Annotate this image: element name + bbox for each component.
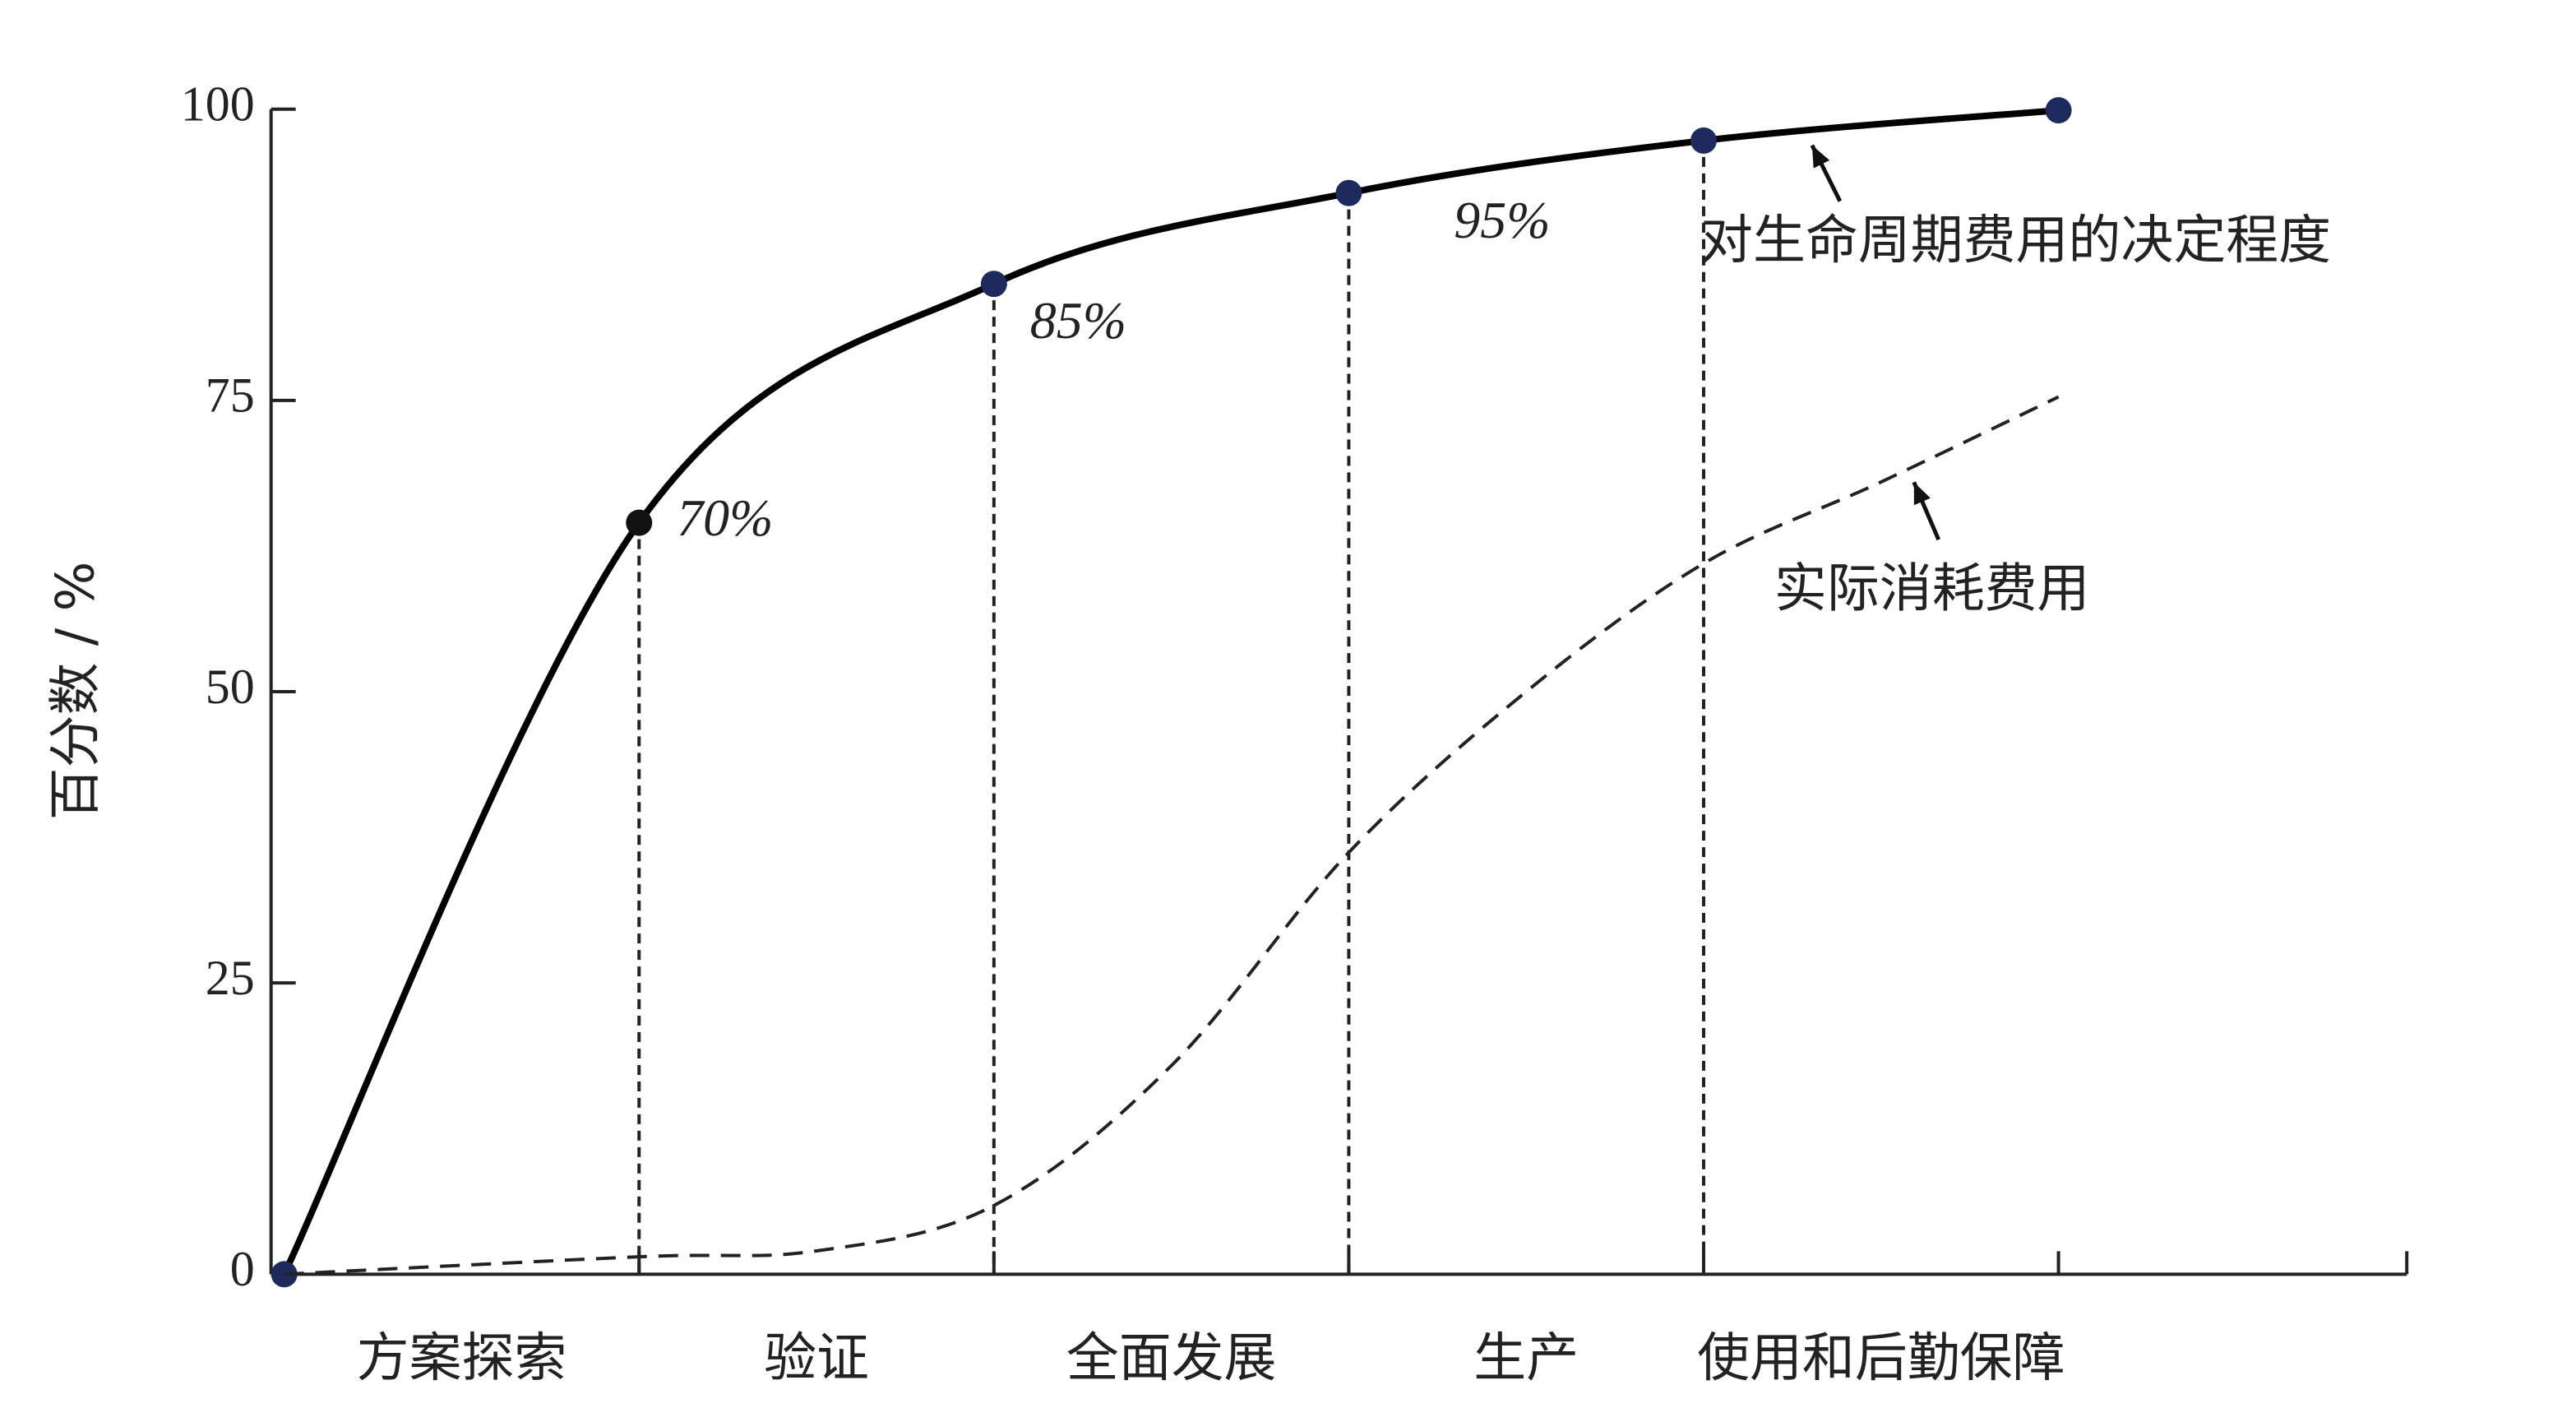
arrow-head: [1913, 482, 1931, 506]
series-label: 实际消耗费用: [1774, 559, 2090, 620]
y-tick-label: 50: [206, 660, 255, 714]
annotation: 70%: [677, 489, 773, 547]
x-category-label: 使用和后勤保障: [1697, 1328, 2065, 1389]
y-tick-label: 75: [206, 368, 255, 423]
y-axis-label: 百分数 / %: [45, 562, 106, 821]
annotation: 95%: [1454, 191, 1550, 249]
point: [1690, 127, 1718, 154]
series-line: [281, 107, 2059, 1276]
point: [1335, 179, 1362, 206]
series-line-dashed: [284, 395, 2060, 1276]
arrow-head: [1811, 145, 1830, 169]
x-category-label: 验证: [764, 1328, 869, 1389]
y-tick-label: 100: [181, 76, 255, 131]
annotation: 85%: [1030, 291, 1126, 350]
point: [271, 1261, 298, 1288]
y-tick-label: 0: [230, 1242, 255, 1296]
x-category-label: 生产: [1473, 1328, 1579, 1389]
point: [2045, 97, 2072, 124]
y-tick-label: 25: [206, 951, 255, 1005]
point: [980, 271, 1007, 298]
series-label: 对生命周期费用的决定程度: [1700, 211, 2331, 271]
x-category-label: 全面发展: [1066, 1328, 1277, 1389]
point: [626, 509, 653, 536]
x-category-label: 方案探索: [357, 1328, 567, 1389]
